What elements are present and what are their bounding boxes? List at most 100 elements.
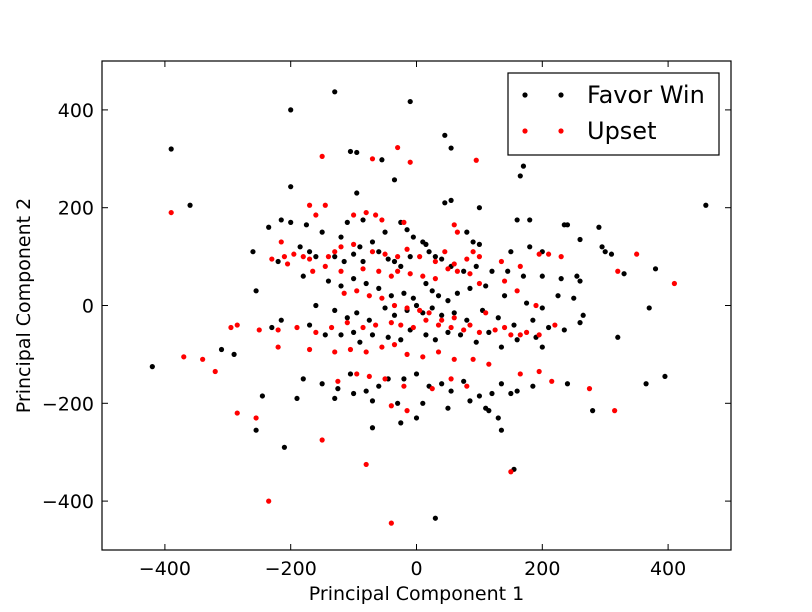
- point-upset: [404, 246, 410, 252]
- point-favor-win: [395, 400, 401, 406]
- point-favor-win: [369, 425, 376, 431]
- point-upset: [281, 254, 288, 260]
- point-upset: [514, 288, 520, 294]
- point-favor-win: [429, 305, 435, 311]
- point-upset: [464, 256, 470, 262]
- point-favor-win: [303, 222, 310, 228]
- point-upset: [401, 383, 407, 389]
- point-upset: [536, 251, 542, 257]
- point-favor-win: [404, 227, 410, 233]
- point-favor-win: [470, 239, 476, 245]
- point-upset: [391, 302, 398, 309]
- point-favor-win: [432, 337, 438, 343]
- point-upset: [429, 386, 435, 392]
- point-favor-win: [489, 390, 495, 397]
- legend-marker-upset-right: [558, 128, 564, 134]
- point-upset: [382, 376, 388, 382]
- y-tick-label: −400: [42, 491, 94, 513]
- point-upset: [388, 320, 394, 326]
- point-upset: [442, 249, 448, 255]
- y-tick-label: 400: [58, 100, 94, 122]
- point-upset: [492, 327, 498, 333]
- point-upset: [420, 354, 426, 360]
- point-upset: [417, 307, 423, 313]
- point-favor-win: [294, 395, 300, 402]
- point-upset: [354, 371, 360, 377]
- point-favor-win: [483, 283, 489, 289]
- point-favor-win: [332, 307, 338, 313]
- legend-box: [507, 72, 720, 156]
- point-upset: [420, 273, 426, 279]
- point-favor-win: [615, 334, 621, 340]
- point-upset: [467, 271, 473, 277]
- point-favor-win: [511, 322, 517, 328]
- point-favor-win: [300, 273, 306, 279]
- point-favor-win: [577, 320, 583, 326]
- point-upset: [549, 378, 555, 384]
- point-favor-win: [448, 145, 454, 151]
- point-upset: [266, 498, 272, 504]
- point-upset: [558, 254, 564, 260]
- point-upset: [338, 268, 344, 274]
- legend-label-favor-win: Favor Win: [587, 81, 705, 109]
- point-favor-win: [461, 268, 467, 274]
- point-favor-win: [332, 89, 338, 95]
- point-favor-win: [495, 415, 501, 421]
- point-favor-win: [354, 310, 360, 316]
- point-favor-win: [379, 157, 385, 163]
- point-favor-win: [259, 393, 265, 399]
- point-upset: [278, 239, 284, 245]
- point-favor-win: [461, 378, 467, 384]
- y-axis-label: Principal Component 2: [13, 198, 35, 413]
- point-upset: [410, 324, 416, 331]
- point-upset: [508, 469, 514, 475]
- point-favor-win: [382, 229, 388, 235]
- point-favor-win: [442, 200, 448, 206]
- legend-marker-upset-left: [522, 128, 528, 134]
- point-favor-win: [448, 197, 454, 203]
- point-upset: [379, 217, 385, 223]
- point-upset: [448, 324, 454, 331]
- point-favor-win: [354, 149, 360, 156]
- point-upset: [426, 310, 432, 316]
- point-favor-win: [278, 217, 284, 223]
- point-favor-win: [423, 332, 429, 338]
- point-upset: [379, 295, 385, 301]
- point-favor-win: [608, 251, 615, 257]
- point-upset: [483, 310, 489, 316]
- point-upset: [395, 144, 401, 151]
- point-favor-win: [319, 229, 325, 235]
- point-upset: [536, 368, 542, 375]
- point-upset: [319, 153, 325, 159]
- point-upset: [363, 461, 369, 468]
- point-favor-win: [347, 148, 354, 155]
- point-upset: [612, 408, 618, 414]
- point-upset: [373, 212, 379, 218]
- point-favor-win: [269, 324, 275, 331]
- x-axis-label: Principal Component 1: [309, 583, 524, 605]
- point-favor-win: [498, 344, 505, 350]
- point-favor-win: [517, 173, 523, 179]
- data-points: [149, 89, 709, 526]
- point-favor-win: [360, 258, 366, 265]
- point-upset: [335, 378, 341, 384]
- point-favor-win: [564, 222, 571, 228]
- point-favor-win: [376, 285, 382, 291]
- point-upset: [552, 322, 558, 328]
- point-upset: [439, 317, 445, 323]
- point-favor-win: [407, 254, 413, 260]
- point-favor-win: [369, 239, 376, 245]
- point-favor-win: [508, 390, 514, 397]
- point-favor-win: [407, 98, 413, 105]
- point-upset: [432, 258, 438, 265]
- y-tick-label: −200: [42, 393, 94, 415]
- point-upset: [351, 212, 357, 218]
- point-upset: [451, 222, 457, 228]
- point-favor-win: [426, 249, 432, 255]
- point-favor-win: [187, 202, 193, 208]
- point-upset: [476, 329, 482, 335]
- point-favor-win: [288, 107, 294, 113]
- point-favor-win: [577, 236, 583, 243]
- point-upset: [432, 276, 438, 282]
- point-upset: [508, 332, 514, 338]
